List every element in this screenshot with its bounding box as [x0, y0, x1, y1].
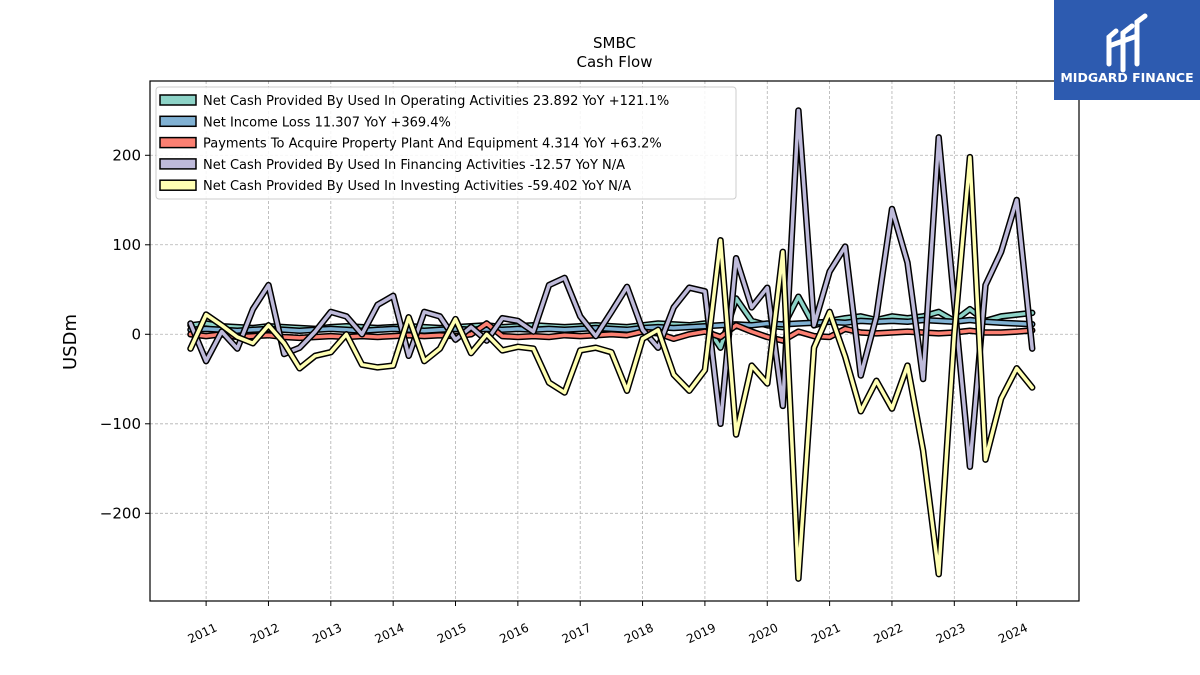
legend-label-2: Net Income Loss 11.307 YoY +369.4%: [203, 115, 451, 130]
legend-swatch-1: [159, 94, 197, 106]
legend-label-4: Net Cash Provided By Used In Financing A…: [203, 158, 625, 173]
chart-title: SMBC: [593, 34, 636, 52]
legend-swatch-5: [159, 179, 197, 191]
legend-label-1: Net Cash Provided By Used In Operating A…: [203, 94, 669, 109]
series-line-3: [188, 321, 1034, 343]
y-tick-label: −100: [100, 415, 141, 433]
legend: Net Cash Provided By Used In Operating A…: [155, 86, 737, 200]
logo-text: MIDGARD FINANCE: [1060, 70, 1193, 85]
series-layer: [187, 107, 1036, 582]
y-tick-label: 200: [112, 146, 141, 164]
legend-swatch-3: [159, 136, 197, 149]
chart-subtitle: Cash Flow: [577, 53, 653, 71]
logo-mark-icon: [1106, 13, 1148, 73]
series-line-4: [188, 108, 1034, 469]
plot-frame: [149, 80, 1080, 602]
series-line-5: [188, 155, 1034, 581]
legend-swatch-4: [159, 158, 197, 170]
y-axis-label: USDm: [60, 314, 81, 370]
series-line-2: [188, 318, 1034, 333]
midgard-finance-logo: MIDGARD FINANCE: [1054, 0, 1200, 100]
y-tick-label: 100: [112, 236, 141, 254]
legend-swatch-2: [159, 115, 197, 128]
y-tick-label: −200: [100, 504, 141, 522]
legend-frame: [155, 86, 737, 200]
legend-label-3: Payments To Acquire Property Plant And E…: [203, 137, 662, 152]
legend-label-5: Net Cash Provided By Used In Investing A…: [203, 179, 631, 194]
y-tick-label: 0: [131, 325, 141, 343]
